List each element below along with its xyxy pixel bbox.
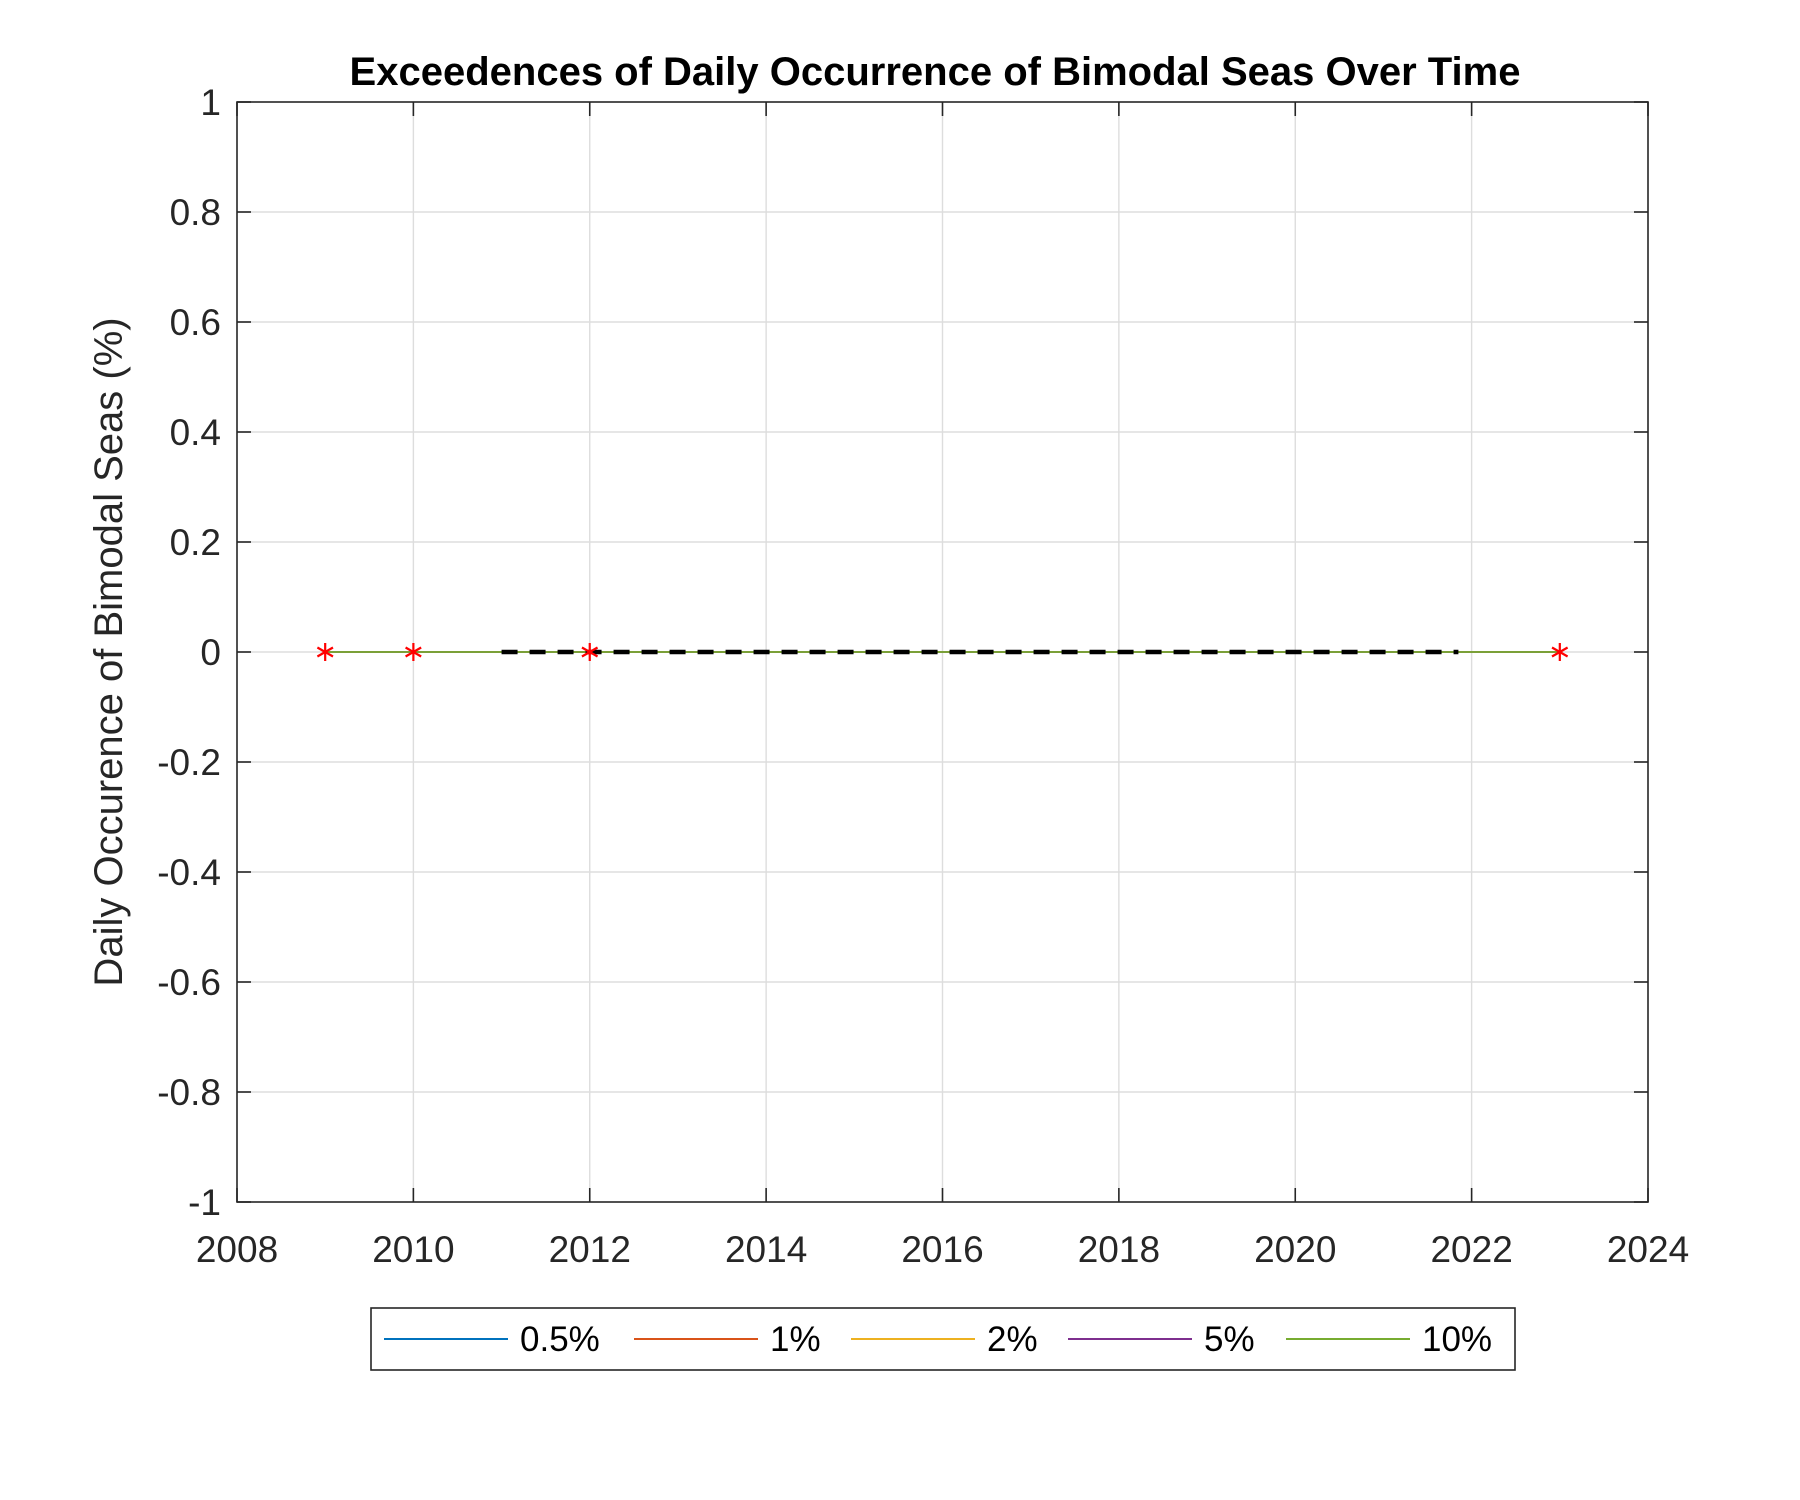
x-tick-label: 2010 (372, 1229, 454, 1270)
y-tick-label: 0.6 (170, 302, 221, 343)
y-tick-labels: 1 0.8 0.6 0.4 0.2 0 -0.2 -0.4 -0.6 -0.8 -1 (157, 82, 221, 1223)
x-tick-label: 2020 (1254, 1229, 1336, 1270)
y-tick-label: -1 (188, 1182, 221, 1223)
asterisk-marker (1551, 643, 1569, 661)
asterisk-stroke (405, 646, 422, 658)
asterisk-stroke (316, 646, 334, 658)
axis-ticks (236, 101, 1649, 1203)
y-tick-label: -0.8 (157, 1072, 221, 1113)
y-tick-label: -0.2 (157, 742, 221, 783)
marker-layer (316, 643, 1569, 661)
y-tick-label: 0.8 (170, 192, 221, 233)
y-tick-label: 0 (200, 632, 221, 673)
legend-label: 1% (770, 1320, 821, 1359)
asterisk-marker (581, 643, 599, 661)
asterisk-marker (405, 643, 422, 661)
y-tick-label: 1 (200, 82, 221, 123)
legend-label: 5% (1204, 1320, 1255, 1359)
asterisk-stroke (1551, 646, 1569, 658)
asterisk-stroke (581, 646, 599, 658)
x-tick-label: 2014 (725, 1229, 807, 1270)
x-tick-label: 2012 (549, 1229, 631, 1270)
chart-title: Exceedences of Daily Occurrence of Bimod… (350, 50, 1521, 94)
legend: 0.5% 1% 2% 5% 10% (370, 1307, 1516, 1371)
x-tick-label: 2016 (901, 1229, 983, 1270)
x-tick-label: 2018 (1078, 1229, 1160, 1270)
x-tick-label: 2008 (196, 1229, 278, 1270)
y-tick-label: -0.4 (157, 852, 221, 893)
x-tick-labels: 2008 2010 2012 2014 2016 2018 2020 2022 2024 (196, 1229, 1689, 1270)
x-tick-label: 2022 (1430, 1229, 1512, 1270)
legend-label: 2% (987, 1320, 1038, 1359)
y-tick-label: 0.4 (170, 412, 221, 453)
y-tick-label: -0.6 (157, 962, 221, 1003)
legend-label: 0.5% (520, 1320, 600, 1359)
y-axis-label: Daily Occurence of Bimodal Seas (%) (87, 317, 131, 986)
x-tick-label: 2024 (1607, 1229, 1689, 1270)
legend-label: 10% (1422, 1320, 1492, 1359)
asterisk-marker (316, 643, 334, 661)
y-tick-label: 0.2 (170, 522, 221, 563)
